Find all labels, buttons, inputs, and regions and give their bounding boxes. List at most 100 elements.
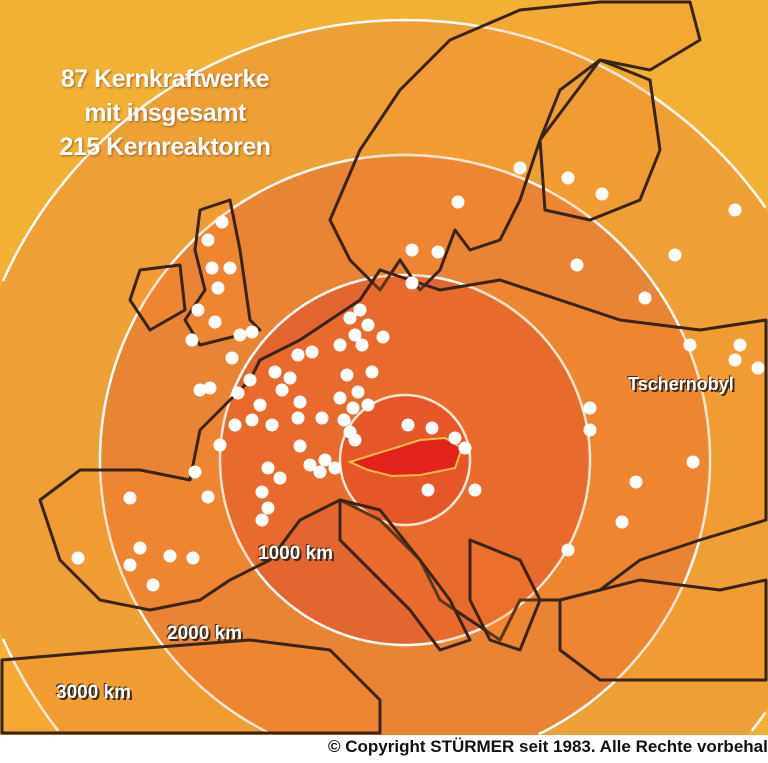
nuclear-plant-marker — [733, 338, 747, 352]
nuclear-plant-marker — [255, 485, 269, 499]
nuclear-plant-marker — [468, 483, 482, 497]
nuclear-plant-marker — [425, 421, 439, 435]
nuclear-plant-marker — [201, 233, 215, 247]
nuclear-plant-marker — [211, 281, 225, 295]
nuclear-plant-marker — [315, 411, 329, 425]
nuclear-plant-marker — [318, 453, 332, 467]
nuclear-plant-marker — [223, 261, 237, 275]
nuclear-plant-marker — [405, 276, 419, 290]
nuclear-plant-marker — [405, 243, 419, 257]
turkey-outline — [558, 578, 768, 682]
nuclear-plant-marker — [451, 195, 465, 209]
ring-center-outline — [338, 393, 472, 527]
nuclear-plant-marker — [228, 418, 242, 432]
nuclear-plant-marker — [421, 483, 435, 497]
nuclear-plant-marker — [561, 543, 575, 557]
nuclear-plant-marker — [225, 351, 239, 365]
nuclear-plant-marker — [215, 215, 229, 229]
nuclear-plant-marker — [448, 431, 462, 445]
nuclear-plant-marker — [133, 541, 147, 555]
nuclear-plant-marker — [686, 455, 700, 469]
nuclear-plant-marker — [233, 328, 247, 342]
nuclear-plant-marker — [71, 551, 85, 565]
nuclear-plant-marker — [313, 465, 327, 479]
nuclear-plant-marker — [615, 515, 629, 529]
nuclear-plant-marker — [205, 261, 219, 275]
nuclear-plant-marker — [340, 368, 354, 382]
nuclear-plant-marker — [351, 385, 365, 399]
nuclear-plant-marker — [146, 578, 160, 592]
nuclear-plant-marker — [283, 371, 297, 385]
nuclear-plant-marker — [303, 458, 317, 472]
nuclear-plant-marker — [213, 438, 227, 452]
nuclear-plant-marker — [683, 338, 697, 352]
chernobyl-label: Tschernobyl — [628, 374, 734, 394]
map-title: 87 Kernkraftwerke mit insgesamt 215 Kern… — [20, 62, 310, 164]
nuclear-plant-marker — [728, 353, 742, 367]
nuclear-plant-marker — [201, 490, 215, 504]
italy-outline — [338, 498, 472, 652]
ring-1000km-outline — [218, 273, 592, 647]
nuclear-plant-marker — [163, 549, 177, 563]
nuclear-plant-marker — [376, 330, 390, 344]
nuclear-plant-marker — [253, 398, 267, 412]
ring-label-2000: 2000 km — [167, 623, 243, 644]
nuclear-plant-marker — [343, 311, 357, 325]
nuclear-plant-marker — [123, 558, 137, 572]
nuclear-plant-marker — [261, 461, 275, 475]
title-line: mit insgesamt — [84, 99, 246, 127]
nuclear-plant-marker — [191, 303, 205, 317]
nuclear-plant-marker — [268, 365, 282, 379]
nuclear-plant-marker — [243, 373, 257, 387]
nuclear-plant-marker — [275, 383, 289, 397]
nuclear-plant-marker — [231, 386, 245, 400]
nuclear-plant-marker — [333, 338, 347, 352]
nuclear-plant-marker — [337, 413, 351, 427]
nuclear-plant-marker — [293, 439, 307, 453]
nuclear-plant-marker — [361, 318, 375, 332]
europe-map — [0, 0, 768, 735]
north-africa-outline — [0, 638, 382, 735]
copyright-notice: © Copyright STÜRMER seit 1983. Alle Rech… — [328, 737, 768, 756]
nuclear-plant-marker — [348, 328, 362, 342]
nuclear-plant-marker — [346, 401, 360, 415]
nuclear-plant-marker — [203, 381, 217, 395]
ring-label-3000: 3000 km — [56, 682, 132, 703]
nuclear-plant-marker — [561, 171, 575, 185]
nuclear-plant-marker — [458, 441, 472, 455]
nuclear-plant-marker — [353, 303, 367, 317]
nuclear-plant-marker — [265, 418, 279, 432]
ring-2000km-outline — [98, 153, 712, 735]
nuclear-plant-marker — [291, 411, 305, 425]
ring-label-1000: 1000 km — [258, 543, 334, 564]
nuclear-plant-marker — [583, 423, 597, 437]
nuclear-plant-marker — [431, 245, 445, 259]
nuclear-plant-marker — [255, 513, 269, 527]
nuclear-plant-marker — [361, 398, 375, 412]
nuclear-plant-marker — [193, 383, 207, 397]
nuclear-plant-marker — [245, 325, 259, 339]
nuclear-plant-marker — [123, 491, 137, 505]
nuclear-plant-marker — [365, 365, 379, 379]
nuclear-plant-marker — [186, 551, 200, 565]
nuclear-plant-marker — [583, 401, 597, 415]
nuclear-plant-marker — [245, 413, 259, 427]
nuclear-plant-marker — [261, 501, 275, 515]
ireland-outline — [128, 263, 187, 332]
nuclear-plant-marker — [513, 161, 527, 175]
nuclear-plant-marker — [638, 291, 652, 305]
nuclear-plant-marker — [328, 461, 342, 475]
title-line: 87 Kernkraftwerke — [60, 65, 270, 93]
nuclear-plant-marker — [751, 361, 765, 375]
nuclear-plant-marker — [293, 395, 307, 409]
nuclear-plant-marker — [208, 315, 222, 329]
ring-3000km-outline — [1, 18, 767, 732]
nuclear-plant-marker — [188, 465, 202, 479]
greece-balkans-outline — [468, 538, 542, 652]
nuclear-plant-marker — [629, 475, 643, 489]
nuclear-plant-marker — [355, 338, 369, 352]
nuclear-plant-marker — [273, 471, 287, 485]
nuclear-plant-marker — [305, 345, 319, 359]
title-line: 215 Kernreaktoren — [59, 133, 271, 161]
scandinavia-outline — [328, 0, 702, 292]
